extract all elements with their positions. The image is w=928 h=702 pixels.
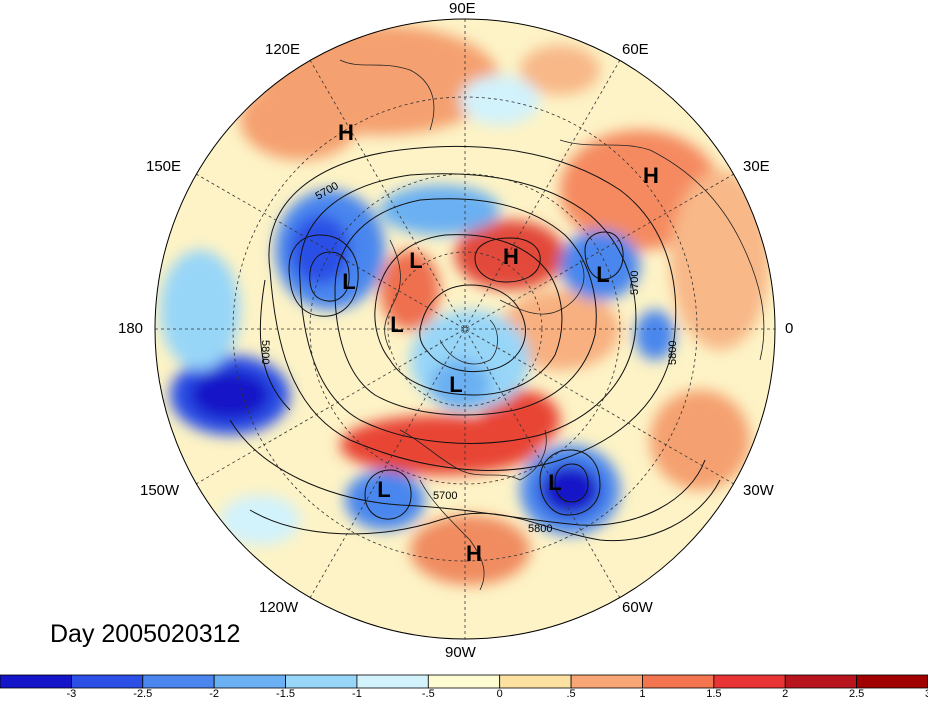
colorbar-swatch: [856, 674, 928, 689]
colorbar-swatch: [642, 674, 715, 689]
colorbar-swatch: [213, 674, 286, 689]
colorbar-tick-label: 1.5: [706, 688, 722, 700]
lon-label-180: 180: [118, 320, 144, 337]
colorbar-tick-label: 0: [496, 688, 503, 700]
colorbar-swatch: [142, 674, 215, 689]
graticule: [155, 19, 775, 639]
colorbar-swatch: [499, 674, 572, 689]
colorbar-swatch: [427, 674, 501, 689]
colorbar-tick-label: 1: [639, 688, 646, 700]
colorbar-tick-label: 2: [782, 688, 789, 700]
coastlines: [339, 59, 765, 591]
lon-label-60w: 60W: [622, 599, 653, 616]
colorbar: [0, 674, 928, 689]
colorbar-tick-label: -1.5: [276, 688, 296, 700]
height-contours: [229, 145, 721, 542]
low-center-marker: L: [548, 470, 561, 495]
colorbar-tick-label: -.5: [421, 688, 435, 700]
contour-label-5700-b: 5700: [629, 271, 641, 295]
lon-label-120w: 120W: [259, 599, 299, 616]
colorbar-tick-label: 2.5: [848, 688, 865, 700]
lon-label-150e: 150E: [146, 158, 182, 175]
map-boundary: [154, 18, 776, 640]
colorbar-swatch: [713, 674, 786, 689]
low-center-marker: L: [342, 269, 355, 294]
low-center-marker: L: [390, 312, 403, 337]
colorbar-swatch: [356, 674, 429, 689]
lon-label-30e: 30E: [743, 158, 770, 175]
colorbar-tick-label: .5: [566, 688, 576, 700]
contour-label-5800-a: 5800: [259, 340, 271, 364]
lon-label-0: 0: [785, 320, 794, 337]
lon-label-150w: 150W: [140, 482, 180, 499]
colorbar-tick-label: 3: [925, 688, 928, 700]
colorbar-tick-label: -2: [209, 688, 220, 700]
contour-label-5700-c: 5700: [433, 490, 457, 502]
colorbar-tick-label: -3: [66, 688, 77, 700]
pressure-centers: H H H H L L L L L L L: [338, 120, 659, 566]
lon-label-30w: 30W: [743, 482, 774, 499]
colorbar-swatch: [0, 674, 72, 689]
map-title: Day 2005020312: [50, 620, 241, 648]
low-center-marker: L: [409, 248, 422, 273]
high-center-marker: H: [466, 541, 482, 566]
lon-label-90w: 90W: [445, 644, 476, 661]
low-center-marker: L: [377, 477, 390, 502]
lon-label-60e: 60E: [622, 41, 649, 58]
high-center-marker: H: [643, 163, 659, 188]
colorbar-swatch: [70, 674, 144, 689]
colorbar-tick-label: -1: [352, 688, 362, 700]
colorbar-swatch: [285, 674, 358, 689]
colorbar-swatch: [784, 674, 858, 689]
high-center-marker: H: [338, 120, 354, 145]
contour-label-5800-c: 5800: [528, 523, 552, 535]
low-center-marker: L: [449, 372, 462, 397]
lon-label-120e: 120E: [265, 41, 301, 58]
contour-labels: 5700 5800 5700 5800 5700 5800: [259, 180, 679, 535]
colorbar-swatch: [570, 674, 643, 689]
contour-label-5800-b: 5800: [667, 341, 679, 365]
lon-label-90e: 90E: [449, 0, 476, 17]
high-center-marker: H: [503, 244, 519, 269]
colorbar-tick-label: -2.5: [133, 688, 153, 700]
low-center-marker: L: [596, 262, 609, 287]
